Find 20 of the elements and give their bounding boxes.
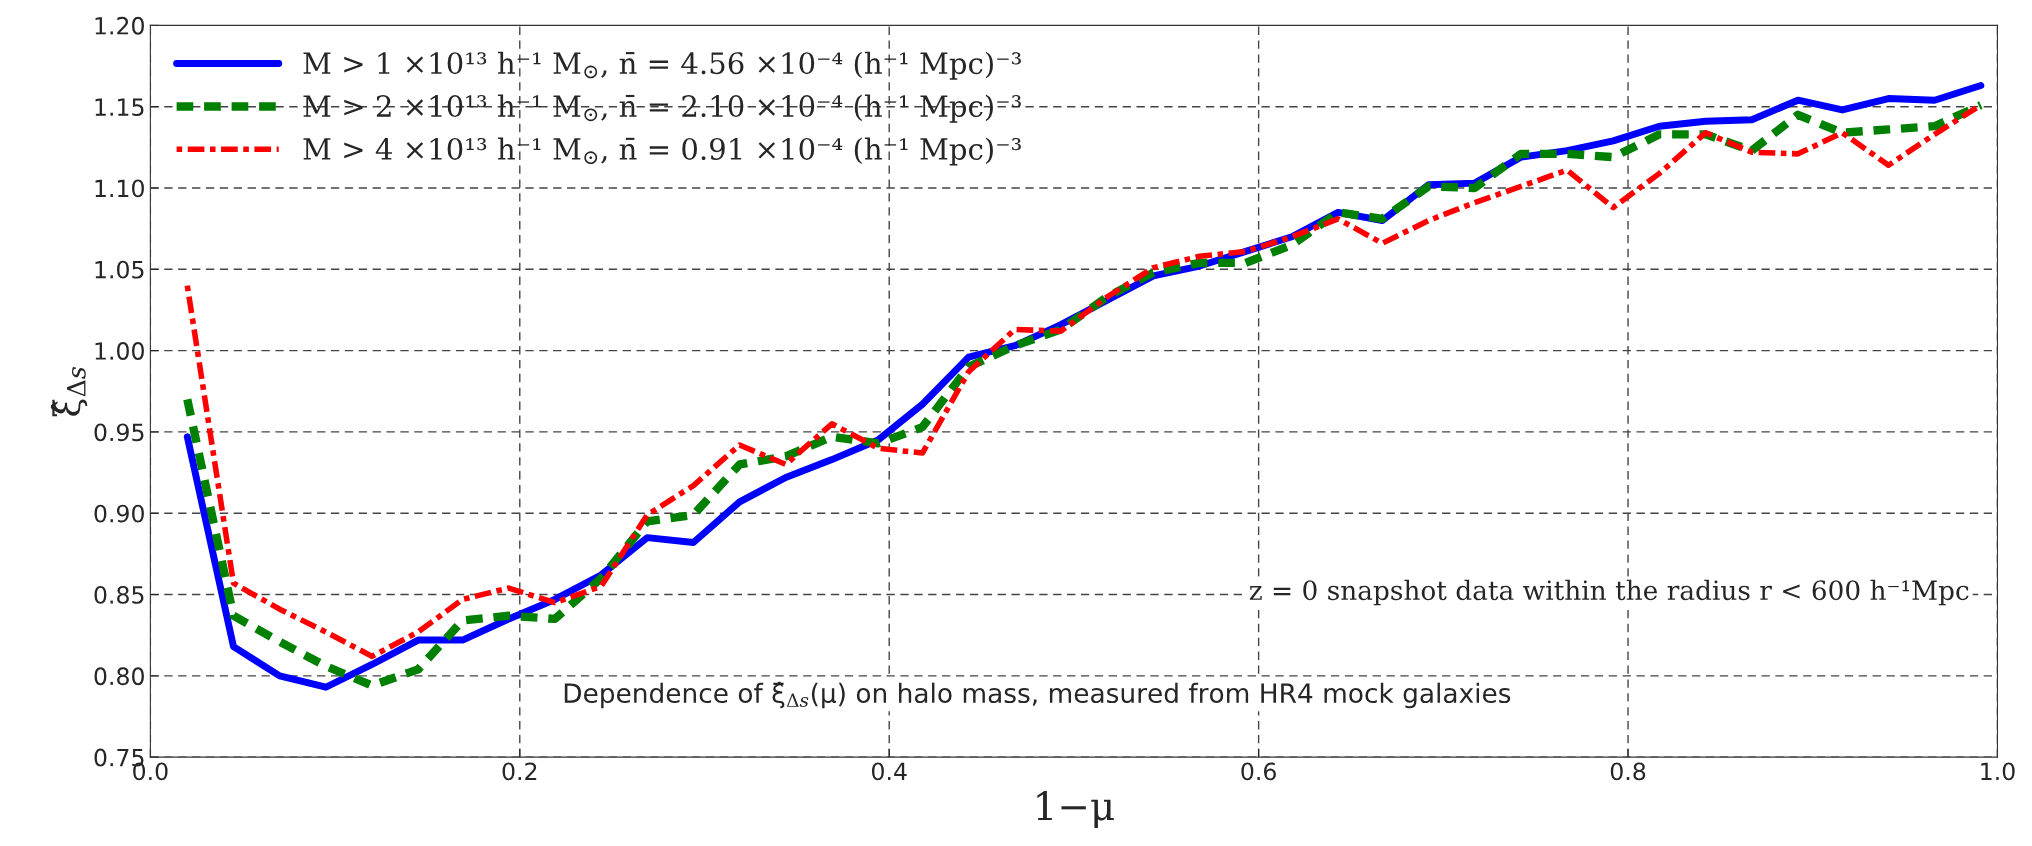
y-tick-label: 1.15 [95,98,144,116]
annotation: Dependence of ξ̂$_{Δs}$(μ) on halo mass, measured from HR4 mock galaxies [564,681,1511,709]
legend-label: M > 1 ×10¹³ h⁻¹ M$_{⊙}$, n̄ = 4.56 ×10⁻⁴ (h⁻¹ Mpc)⁻³ [303,51,1021,80]
y-tick-label: 1.20 [95,16,144,35]
x-tick-label: 0.6 [1241,762,1276,781]
x-axis-title: 1−μ [1037,791,1114,829]
x-tick-label: 0.8 [1610,762,1646,781]
y-tick-label: 1.10 [95,179,144,198]
y-tick-label: 0.95 [94,423,144,442]
legend-label: M > 4 ×10¹³ h⁻¹ M$_{⊙}$, n̄ = 0.91 ×10⁻⁴ (h⁻¹ Mpc)⁻³ [303,137,1021,166]
x-tick-label: 0.4 [871,762,907,781]
y-tick-label: 1.05 [95,260,144,279]
y-tick-label: 0.85 [94,586,144,604]
y-tick-label: 1.00 [95,342,144,360]
y-tick-label: 0.80 [94,667,144,686]
x-tick-label: 1.0 [1981,762,2015,781]
y-tick-label: 0.90 [94,504,144,523]
y-axis-title: ξ̂$_{Δs}$ [50,367,88,417]
x-tick-label: 0.2 [502,762,537,781]
annotation: z = 0 snapshot data within the radius r < 600 h⁻¹Mpc [1249,579,1969,606]
